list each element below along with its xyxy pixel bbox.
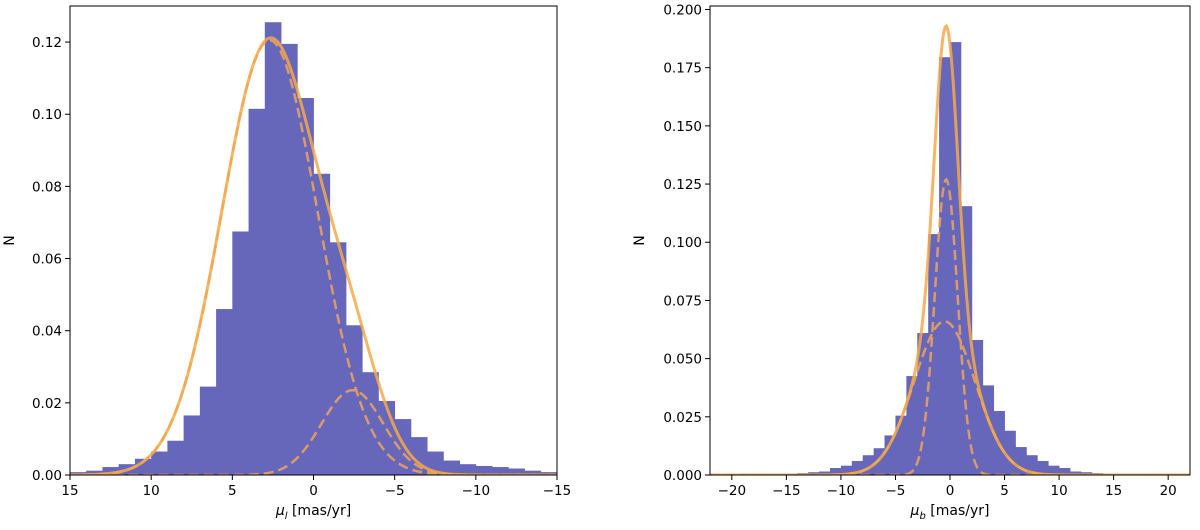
histogram-bar — [906, 376, 918, 475]
x-tick-label: 5 — [228, 483, 237, 499]
histogram-bar — [1004, 430, 1016, 475]
x-axis-label: μl [mas/yr] — [275, 503, 351, 522]
y-tick-label: 0.06 — [32, 252, 62, 268]
y-axis-label: N — [632, 235, 648, 245]
histogram-bar — [819, 471, 831, 475]
histogram-bar — [345, 325, 363, 475]
x-tick-label: −10 — [462, 483, 491, 499]
histogram-bar — [830, 468, 842, 475]
histogram-bar — [884, 435, 896, 475]
histogram-bar — [1059, 468, 1071, 475]
x-axis-label-symbol: μ — [275, 503, 285, 519]
histogram-bar — [329, 242, 347, 475]
y-tick-label: 0.125 — [663, 177, 702, 193]
x-tick-label: 10 — [1050, 483, 1067, 499]
histogram-bars — [753, 42, 1169, 475]
histogram-bar — [151, 451, 168, 475]
histogram-bar — [960, 206, 973, 475]
histogram-bar — [183, 415, 201, 475]
histogram-bar — [862, 455, 875, 475]
x-tick-label: −5 — [385, 483, 405, 499]
histogram-bar — [939, 57, 951, 475]
y-tick-label: 0.025 — [663, 410, 702, 426]
histogram-bar — [1015, 447, 1027, 475]
histogram-bar — [508, 468, 525, 475]
y-tick-label: 0.075 — [663, 293, 702, 309]
component-curve-2 — [710, 320, 1190, 475]
histogram-bar — [86, 470, 103, 475]
y-tick-label: 0.000 — [663, 468, 702, 484]
histogram-bar — [971, 340, 984, 475]
histogram-bar — [1070, 471, 1082, 475]
y-tick-label: 0.10 — [32, 107, 62, 123]
histogram-bar — [199, 386, 217, 475]
y-tick-label: 0.175 — [663, 61, 702, 77]
x-tick-label: −15 — [543, 483, 572, 499]
histogram-bar — [167, 440, 185, 475]
y-tick-label: 0.00 — [32, 468, 62, 484]
x-tick-label: 20 — [1160, 483, 1177, 499]
histogram-bar — [851, 461, 864, 475]
histogram-bar — [928, 234, 940, 475]
x-tick-label: 0 — [309, 483, 318, 499]
x-tick-label: −5 — [886, 483, 906, 499]
chart-panel-1: 15 10 5 0 −5 −10 −15 0.00 0.02 0.04 0.06 0.08 0.10 0.… — [2, 5, 572, 522]
y-tick-label: 0.050 — [663, 352, 702, 368]
x-tick-label: 5 — [1000, 483, 1009, 499]
histogram-bar — [1037, 461, 1049, 475]
x-axis-label-symbol: μ — [910, 503, 920, 519]
histogram-bar — [313, 173, 331, 475]
x-axis-label: μb [mas/yr] — [910, 503, 990, 522]
y-tick-label: 0.200 — [663, 2, 702, 18]
histogram-bar — [1048, 465, 1060, 475]
histogram-bar — [524, 470, 542, 475]
histogram-bar — [459, 464, 477, 475]
histogram-bar — [102, 467, 120, 475]
histogram-bar — [443, 460, 460, 475]
x-axis-label-subscript: b — [919, 511, 925, 522]
x-tick-label: −15 — [772, 483, 801, 499]
x-axis-label-units: [mas/yr] — [926, 503, 990, 519]
histogram-bars — [70, 22, 558, 476]
histogram-bar — [281, 43, 298, 475]
total-fit-curve — [710, 23, 1190, 475]
histogram-bar — [378, 401, 396, 475]
histogram-bar — [840, 465, 853, 475]
x-axis-label-units: [mas/yr] — [288, 503, 352, 519]
histogram-bar — [232, 231, 249, 475]
component-curve-1 — [710, 177, 1190, 475]
histogram-bar — [1026, 455, 1038, 475]
histogram-bar — [492, 467, 509, 475]
x-tick-label: 10 — [143, 483, 160, 499]
x-axis-label-subscript: l — [285, 511, 288, 522]
x-tick-label: 0 — [946, 483, 955, 499]
y-tick-label: 0.12 — [32, 35, 62, 51]
chart-panel-2: −20 −15 −10 −5 0 5 10 15 20 0.000 0.025 0.050 0.075 0… — [632, 2, 1191, 522]
histogram-bar — [248, 108, 266, 476]
x-tick-label: 15 — [61, 483, 78, 499]
y-axis-label: N — [2, 235, 18, 245]
fit-curves — [710, 23, 1190, 475]
histogram-bar — [264, 22, 282, 475]
histogram-bar — [873, 448, 885, 475]
histogram-bar — [475, 465, 493, 475]
y-tick-label: 0.100 — [663, 235, 702, 251]
y-tick-label: 0.02 — [32, 396, 62, 412]
y-tick-label: 0.150 — [663, 119, 702, 135]
histogram-bar — [982, 385, 995, 475]
y-tick-label: 0.04 — [32, 324, 62, 340]
x-tick-label: 15 — [1105, 483, 1122, 499]
y-tick-label: 0.08 — [32, 179, 62, 195]
histogram-bar — [917, 333, 929, 475]
x-tick-label: −20 — [718, 483, 747, 499]
histogram-bar — [362, 372, 379, 475]
x-tick-label: −10 — [827, 483, 856, 499]
histogram-bar — [895, 415, 907, 475]
histogram-bar — [297, 97, 314, 475]
histogram-bar — [216, 309, 233, 475]
